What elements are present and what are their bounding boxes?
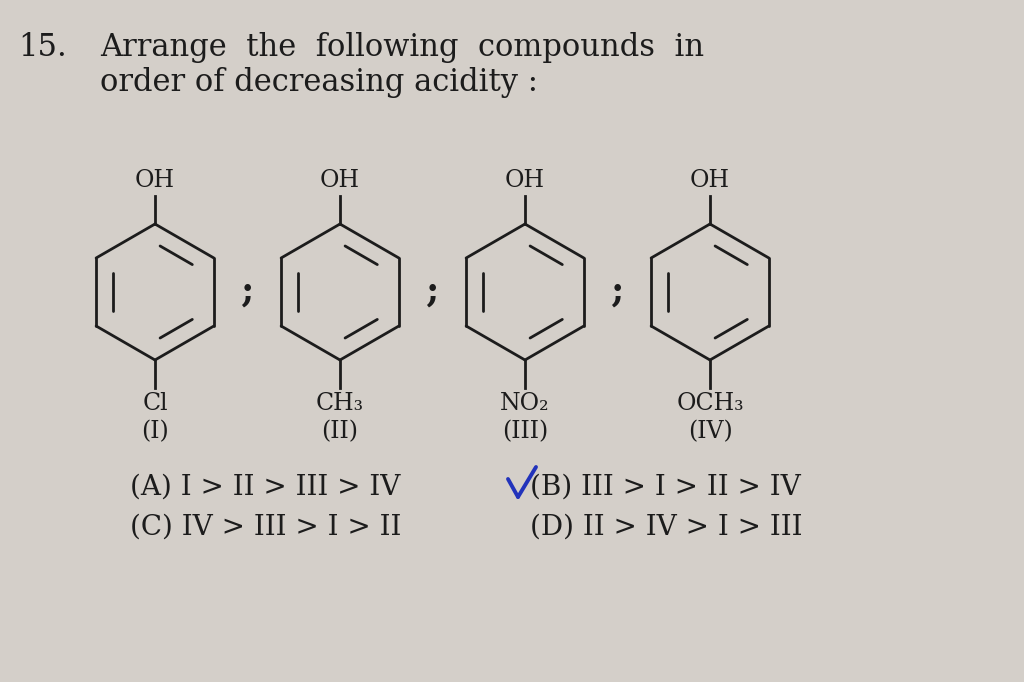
Text: 15.: 15. [18, 32, 67, 63]
Text: (IV): (IV) [688, 420, 732, 443]
Text: (III): (III) [502, 420, 548, 443]
Text: ;: ; [241, 275, 254, 309]
Text: OH: OH [135, 169, 175, 192]
Text: (A) I > II > III > IV: (A) I > II > III > IV [130, 473, 400, 501]
Text: OH: OH [690, 169, 730, 192]
Text: (B) III > I > II > IV: (B) III > I > II > IV [530, 473, 801, 501]
Text: order of decreasing acidity :: order of decreasing acidity : [100, 67, 538, 98]
Text: (II): (II) [322, 420, 358, 443]
Text: NO₂: NO₂ [500, 392, 550, 415]
Text: (D) II > IV > I > III: (D) II > IV > I > III [530, 514, 803, 541]
Text: (C) IV > III > I > II: (C) IV > III > I > II [130, 514, 401, 541]
Text: Arrange  the  following  compounds  in: Arrange the following compounds in [100, 32, 705, 63]
Text: ;: ; [426, 275, 439, 309]
Text: OCH₃: OCH₃ [676, 392, 743, 415]
Text: OH: OH [505, 169, 545, 192]
Text: Cl: Cl [142, 392, 168, 415]
Text: CH₃: CH₃ [316, 392, 365, 415]
Text: ;: ; [610, 275, 625, 309]
Text: OH: OH [319, 169, 360, 192]
Text: (I): (I) [141, 420, 169, 443]
